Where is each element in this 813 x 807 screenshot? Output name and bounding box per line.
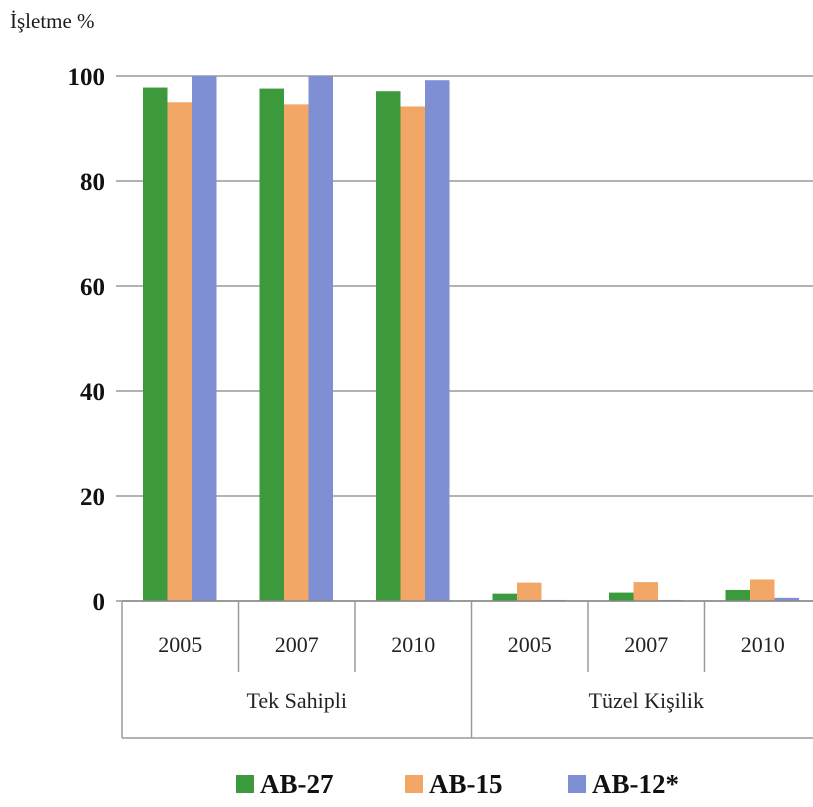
x-tick-label: 2010 [391, 632, 435, 657]
bars [143, 76, 799, 602]
y-tick-label: 80 [80, 169, 105, 196]
bar-ab27-2 [376, 91, 401, 601]
y-tick-label: 60 [80, 274, 105, 301]
bar-ab15-3 [517, 582, 542, 601]
x-axis: 2005 2007 2010 Tek Sahipli 2005 2007 2010 Tüzel… [121, 600, 813, 739]
x-tick-label: 2005 [508, 632, 552, 657]
bar-ab27-0 [143, 87, 168, 602]
bar-ab15-1 [284, 104, 309, 601]
y-tick-label: 40 [80, 379, 105, 406]
y-tick-label: 100 [68, 64, 106, 91]
bar-ab27-3 [492, 593, 517, 601]
bar-ab12-1 [308, 76, 333, 601]
legend: AB-27 AB-15 AB-12* [236, 769, 679, 799]
bar-ab12-2 [425, 80, 450, 601]
bar-ab15-2 [400, 106, 425, 601]
group-label: Tüzel Kişilik [589, 688, 704, 713]
bar-ab12-0 [192, 76, 217, 601]
group-label: Tek Sahipli [246, 688, 347, 713]
bar-ab27-1 [259, 88, 284, 602]
bar-ab12-5 [774, 597, 799, 601]
bar-ab27-4 [609, 592, 634, 601]
y-tick-label: 0 [93, 589, 106, 616]
bar-ab27-5 [725, 589, 750, 601]
legend-swatch [236, 775, 254, 793]
y-axis-ticks: 0 20 40 60 80 100 [68, 64, 106, 616]
legend-label: AB-15 [429, 769, 503, 799]
legend-label: AB-12* [592, 769, 679, 799]
bar-ab15-4 [633, 582, 658, 601]
legend-swatch [405, 775, 423, 793]
legend-label: AB-27 [260, 769, 334, 799]
y-tick-label: 20 [80, 484, 105, 511]
x-tick-label: 2010 [741, 632, 785, 657]
x-tick-label: 2005 [158, 632, 202, 657]
legend-swatch [568, 775, 586, 793]
bar-ab15-5 [750, 579, 775, 601]
gridlines [116, 75, 813, 602]
y-axis-label: İşletme % [10, 9, 95, 33]
x-tick-label: 2007 [624, 632, 668, 657]
bar-ab15-0 [167, 102, 192, 601]
x-tick-label: 2007 [275, 632, 319, 657]
